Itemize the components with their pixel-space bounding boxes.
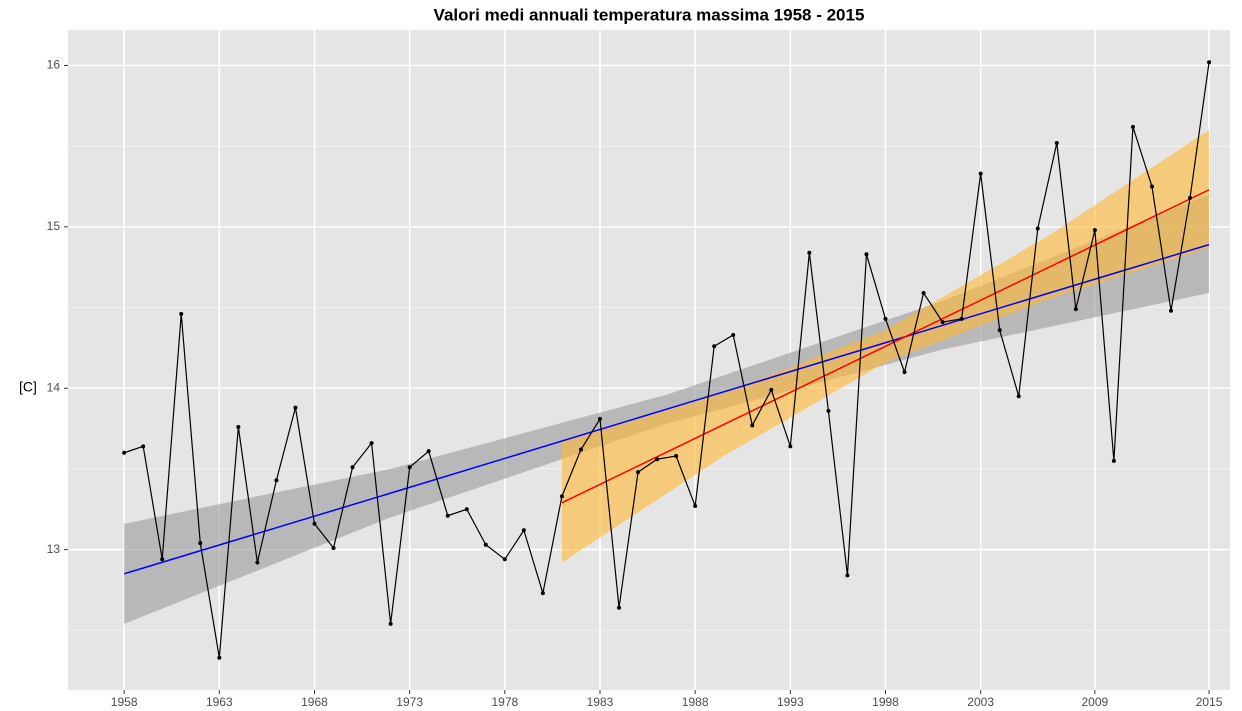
x-tick-label: 1973 <box>396 695 423 709</box>
data-point <box>1073 307 1078 312</box>
data-point <box>1111 458 1116 463</box>
y-axis-label: [C] <box>19 379 37 395</box>
data-point <box>693 504 698 509</box>
x-tick-label: 1968 <box>301 695 328 709</box>
data-point <box>198 541 203 546</box>
data-point <box>807 250 812 255</box>
data-point <box>255 560 260 565</box>
data-point <box>1149 184 1154 189</box>
data-point <box>1035 226 1040 231</box>
x-tick-label: 2003 <box>967 695 994 709</box>
data-point <box>1130 124 1135 129</box>
chart-title: Valori medi annuali temperatura massima … <box>434 5 865 24</box>
data-point <box>997 328 1002 333</box>
data-point <box>236 424 241 429</box>
data-point <box>940 320 945 325</box>
x-tick-label: 2015 <box>1196 695 1223 709</box>
data-point <box>921 291 926 296</box>
data-point <box>617 605 622 610</box>
data-point <box>655 457 660 462</box>
data-point <box>826 408 831 413</box>
data-point <box>331 545 336 550</box>
trend-line <box>561 189 1210 504</box>
data-point <box>445 513 450 518</box>
data-point <box>788 444 793 449</box>
data-point <box>902 370 907 375</box>
data-point <box>217 655 222 660</box>
data-point <box>388 621 393 626</box>
data-point <box>636 470 641 475</box>
data-point <box>750 423 755 428</box>
data-point <box>864 252 869 257</box>
data-point <box>1207 60 1212 65</box>
data-point <box>274 478 279 483</box>
data-point <box>426 449 431 454</box>
data-point <box>1016 394 1021 399</box>
data-point <box>369 441 374 446</box>
y-tick-label: 16 <box>47 58 61 72</box>
data-point <box>597 416 602 421</box>
x-tick-label: 1988 <box>682 695 709 709</box>
data-point <box>959 316 964 321</box>
data-point <box>179 312 184 317</box>
data-point <box>540 591 545 596</box>
data-point <box>883 316 888 321</box>
data-point <box>160 557 165 562</box>
y-tick-label: 15 <box>47 219 61 233</box>
data-point <box>521 528 526 533</box>
data-point <box>1188 195 1193 200</box>
data-point <box>712 344 717 349</box>
data-point <box>312 521 317 526</box>
data-point <box>407 465 412 470</box>
data-point <box>1054 140 1059 145</box>
data-point <box>769 387 774 392</box>
x-tick-label: 1978 <box>491 695 518 709</box>
data-point <box>350 465 355 470</box>
data-point <box>293 405 298 410</box>
data-point <box>502 557 507 562</box>
data-point <box>978 171 983 176</box>
x-tick-label: 1998 <box>872 695 899 709</box>
data-point <box>122 450 127 455</box>
data-point <box>1168 308 1173 313</box>
trend-line <box>123 243 1210 575</box>
plot-background <box>68 30 1230 690</box>
x-tick-label: 1983 <box>587 695 614 709</box>
x-tick-label: 2009 <box>1082 695 1109 709</box>
data-point <box>483 542 488 547</box>
data-point <box>464 507 469 512</box>
data-point <box>1092 228 1097 233</box>
x-tick-label: 1963 <box>206 695 233 709</box>
data-point <box>674 454 679 459</box>
data-point <box>141 444 146 449</box>
data-point <box>559 494 564 499</box>
data-point <box>578 447 583 452</box>
data-line <box>123 62 1210 658</box>
x-tick-label: 1958 <box>111 695 138 709</box>
data-point <box>845 573 850 578</box>
y-tick-label: 14 <box>47 380 61 394</box>
y-tick-label: 13 <box>47 542 61 556</box>
x-tick-label: 1993 <box>777 695 804 709</box>
data-point <box>731 332 736 337</box>
